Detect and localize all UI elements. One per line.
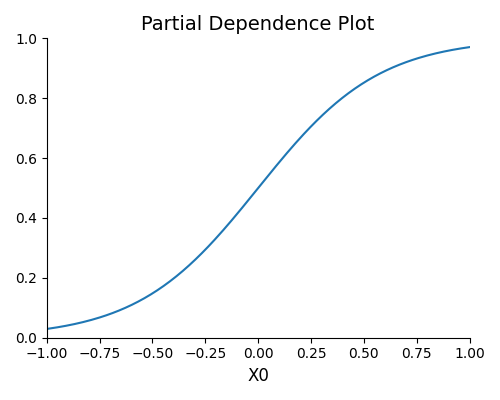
Title: Partial Dependence Plot: Partial Dependence Plot (142, 15, 375, 34)
X-axis label: X0: X0 (247, 367, 269, 385)
